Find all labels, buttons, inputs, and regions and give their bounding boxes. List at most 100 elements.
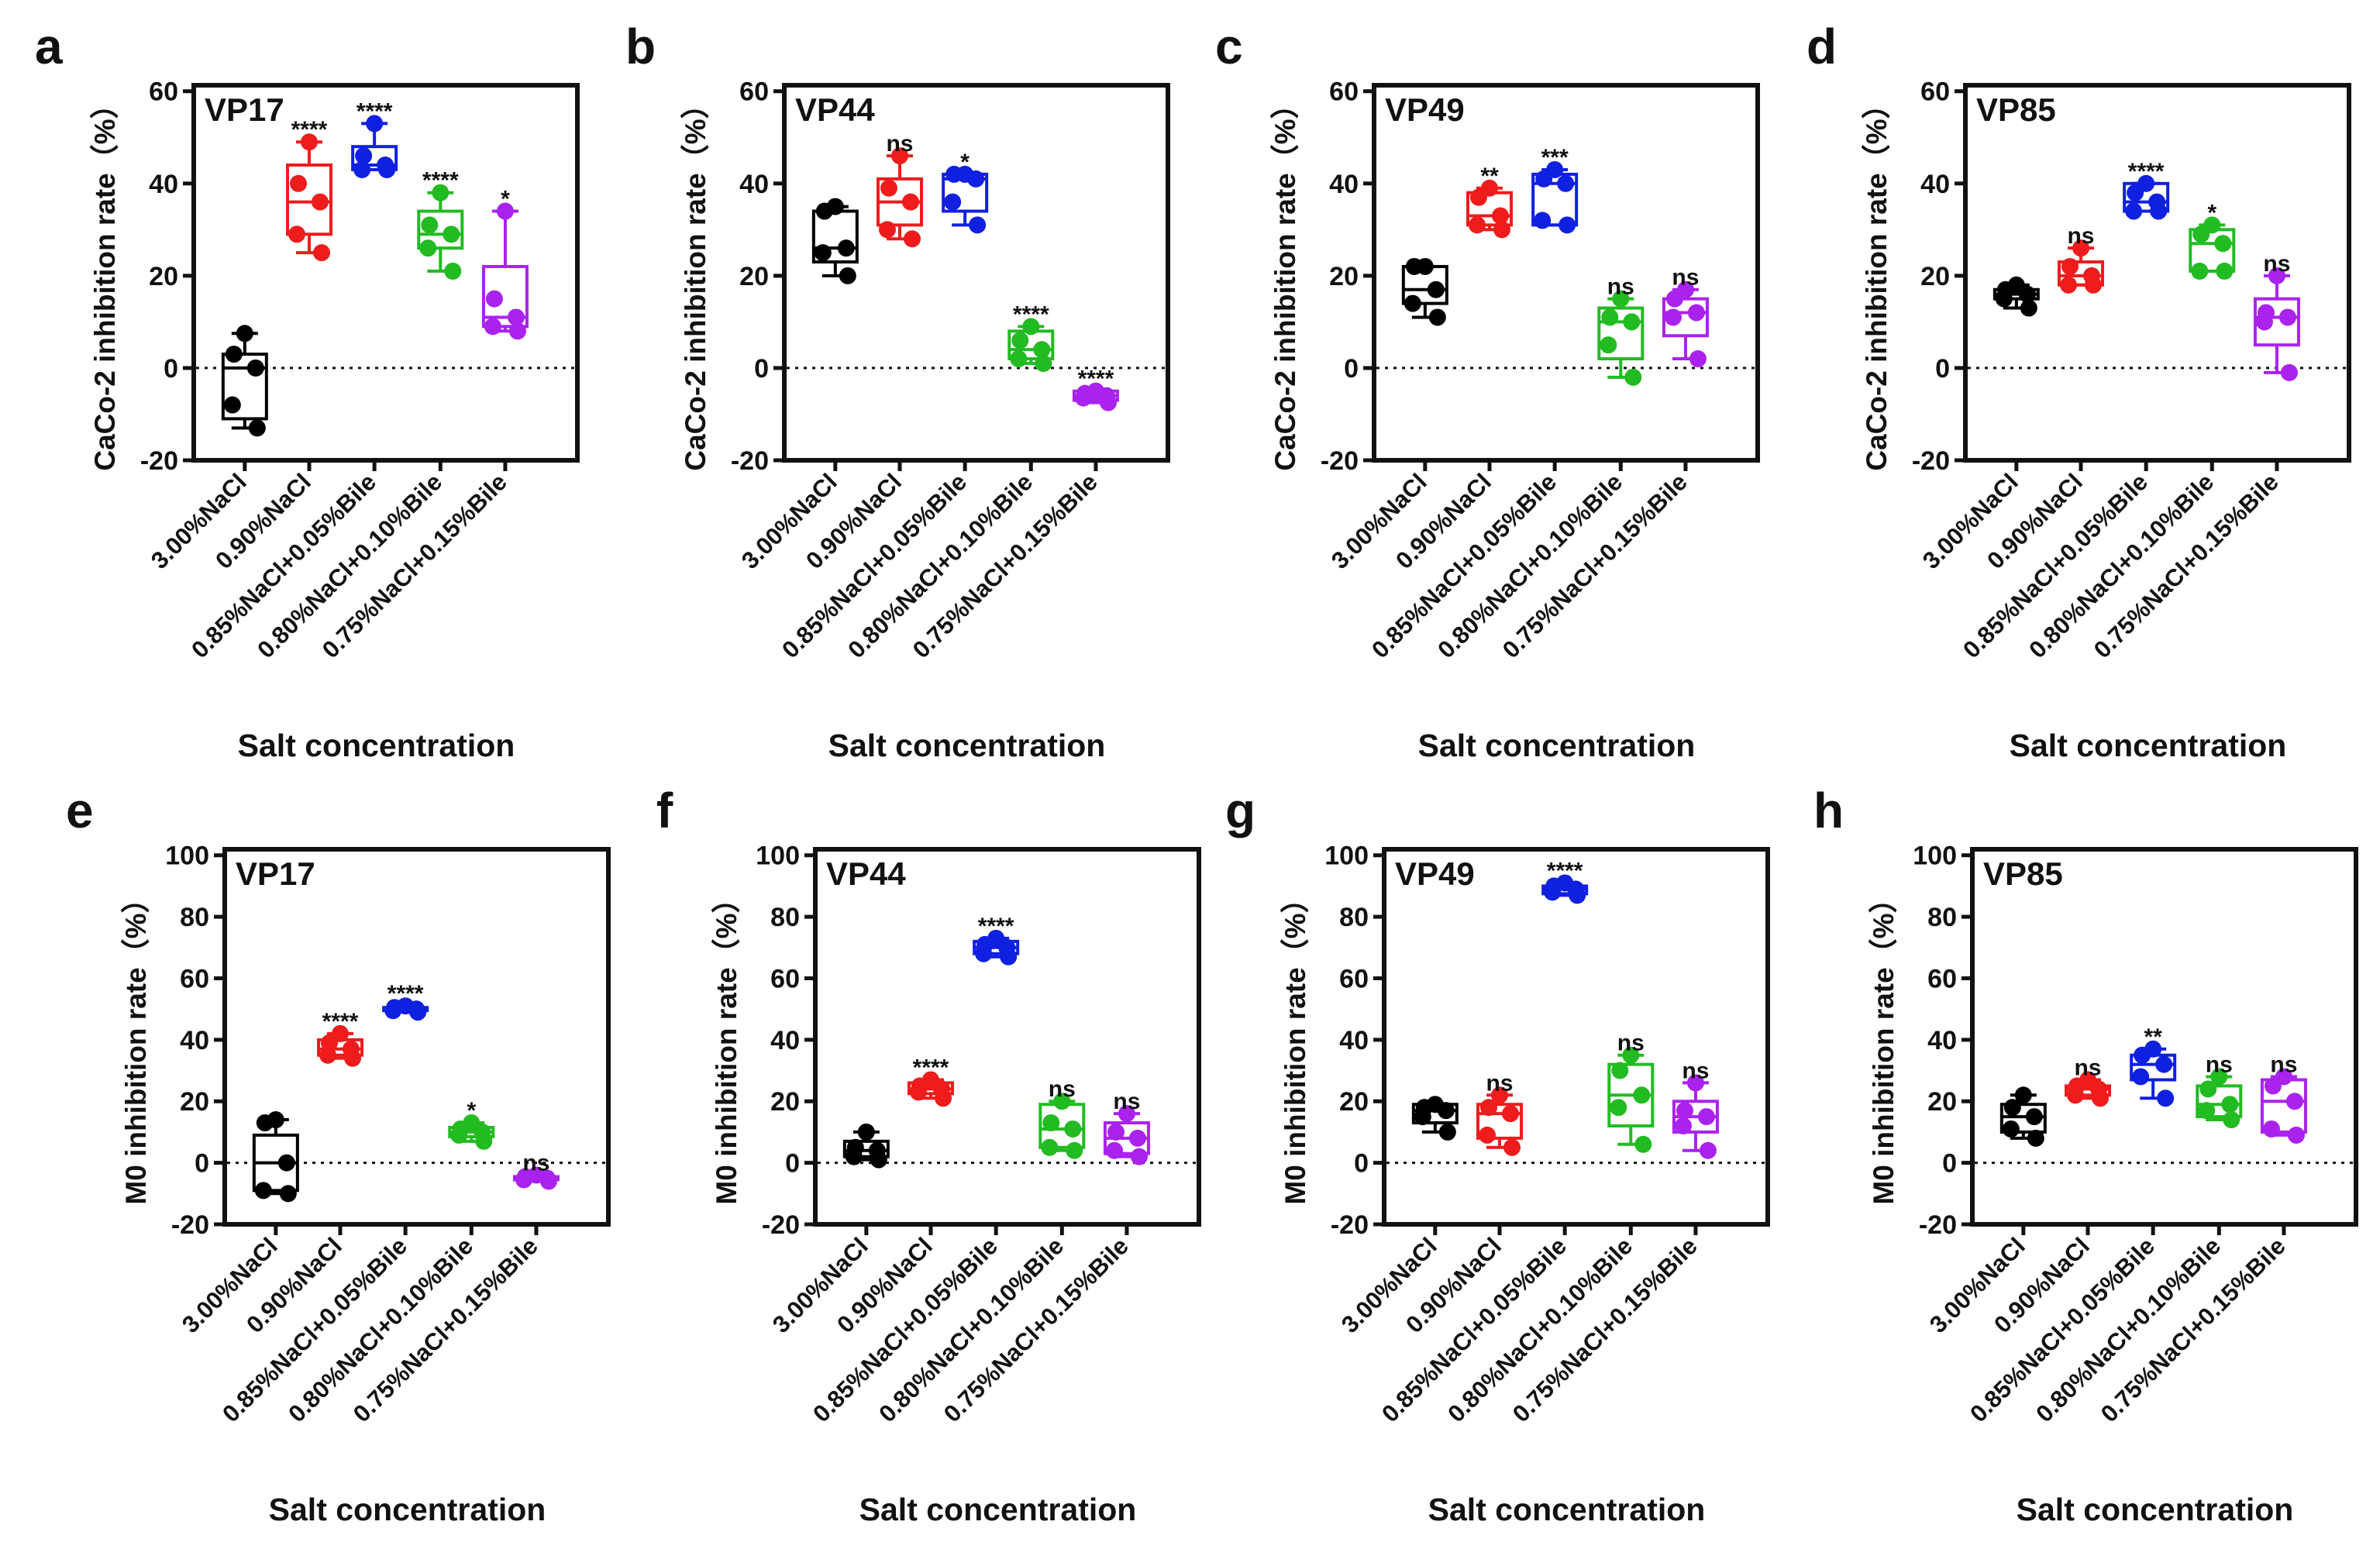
panel-label: g (1225, 783, 1255, 838)
y-axis-label: CaCo-2 inhibition rate（%） (89, 90, 121, 470)
data-point (839, 267, 856, 284)
y-tick-label: 100 (756, 842, 800, 871)
significance-label: **** (913, 1055, 949, 1080)
x-axis-label: Salt concentration (2017, 1492, 2294, 1527)
panel-title: VP17 (236, 855, 315, 892)
box-iqr (221, 353, 268, 421)
data-point (311, 193, 329, 211)
data-point (934, 1089, 952, 1107)
data-point (1010, 350, 1028, 368)
box-group: ns (1038, 1076, 1086, 1159)
y-tick-label: 20 (1927, 1087, 1957, 1117)
data-point (1490, 1086, 1508, 1104)
plot-frame (191, 83, 580, 463)
data-point (1633, 1086, 1651, 1104)
data-point (1438, 1123, 1456, 1141)
data-point (1469, 188, 1487, 206)
y-tick-label: 40 (149, 170, 178, 199)
box-group: ns (876, 131, 923, 248)
y-tick-label: -20 (762, 1210, 800, 1240)
box-group: **** (1541, 858, 1589, 904)
data-point (444, 262, 462, 280)
y-tick-label: 20 (739, 262, 769, 291)
data-point (815, 202, 833, 220)
significance-label: * (960, 150, 970, 175)
box-group: *** (1531, 145, 1579, 234)
x-axis-label: Salt concentration (859, 1492, 1137, 1527)
data-point (1676, 1102, 1693, 1120)
significance-label: **** (1078, 367, 1114, 392)
x-axis-label: Salt concentration (269, 1492, 546, 1527)
data-point (2223, 1111, 2241, 1129)
data-point (814, 244, 832, 262)
data-point (901, 193, 919, 211)
data-point (485, 290, 503, 308)
y-axis-label: CaCo-2 inhibition rate（%） (1269, 90, 1301, 470)
data-point (2018, 285, 2036, 303)
plot-frame (1970, 847, 2358, 1227)
box-iqr (2253, 297, 2300, 347)
panel-d: d -20 0 20 40 60 VP85 CaCo-2 inhibition rate（%）… (1807, 19, 2351, 763)
box-group: **** (351, 98, 398, 178)
box-group: ns (512, 1150, 560, 1190)
panel-title: VP17 (205, 91, 284, 128)
panel-f: f -20 0 20 40 60 80 100 VP44 M0 inhibition rate（%… (656, 783, 1201, 1527)
data-point (1022, 318, 1040, 336)
data-point (2198, 1102, 2216, 1120)
plot-frame (782, 83, 1170, 463)
data-point (2278, 308, 2296, 326)
panel-g: g -20 0 20 40 60 80 100 VP49 M0 inhibition rate（%… (1225, 783, 1770, 1527)
y-axis-label: M0 inhibition rate（%） (711, 884, 742, 1204)
data-point (944, 193, 962, 211)
panel-h: h -20 0 20 40 60 80 100 VP85 M0 inhibition rate（%… (1813, 783, 2358, 1527)
y-tick-label: 20 (1329, 262, 1359, 291)
data-point (1064, 1120, 1082, 1138)
plot-frame (1963, 83, 2351, 463)
panel-label: a (35, 19, 63, 74)
panel-label: b (625, 19, 656, 74)
y-tick-label: 20 (1920, 262, 1950, 291)
box-group (1993, 276, 2040, 317)
data-point (1623, 313, 1641, 331)
data-point (1053, 1093, 1071, 1110)
box-group: ns (2057, 223, 2104, 294)
data-point (378, 160, 396, 178)
data-point (254, 1182, 272, 1200)
data-point (1665, 290, 1683, 308)
box-group: * (942, 150, 989, 234)
data-point (1033, 341, 1051, 359)
data-point (2127, 184, 2144, 201)
data-point (246, 359, 264, 377)
box-group: **** (973, 914, 1020, 966)
box-iqr (285, 163, 332, 236)
data-point (1428, 308, 1446, 326)
data-point (1535, 170, 1553, 188)
y-tick-label: -20 (1912, 446, 1950, 476)
box-group: ns (1662, 265, 1709, 368)
data-point (845, 1148, 863, 1165)
box-group: ns (1476, 1070, 1523, 1156)
data-point (2280, 363, 2298, 381)
box-group: ns (1103, 1089, 1150, 1165)
data-point (225, 346, 243, 363)
data-point (279, 1185, 297, 1203)
data-point (1107, 1123, 1125, 1141)
data-point (1687, 304, 1705, 322)
data-point (1479, 1099, 1497, 1117)
y-tick-label: -20 (731, 446, 769, 476)
y-tick-label: 60 (1339, 964, 1369, 993)
x-axis-label: Salt concentration (1428, 1492, 1706, 1527)
data-point (2199, 1080, 2217, 1098)
data-point (1559, 216, 1576, 234)
y-tick-label: 0 (785, 1149, 800, 1179)
box-group: **** (907, 1055, 954, 1107)
panel-label: h (1813, 783, 1844, 838)
significance-label: **** (387, 981, 424, 1007)
data-point (2014, 1086, 2032, 1104)
data-point (2221, 1096, 2239, 1114)
y-tick-label: 60 (180, 964, 209, 993)
significance-label: ns (2270, 1052, 2297, 1077)
data-point (1468, 216, 1486, 234)
data-point (945, 165, 963, 183)
data-point (1000, 948, 1018, 966)
